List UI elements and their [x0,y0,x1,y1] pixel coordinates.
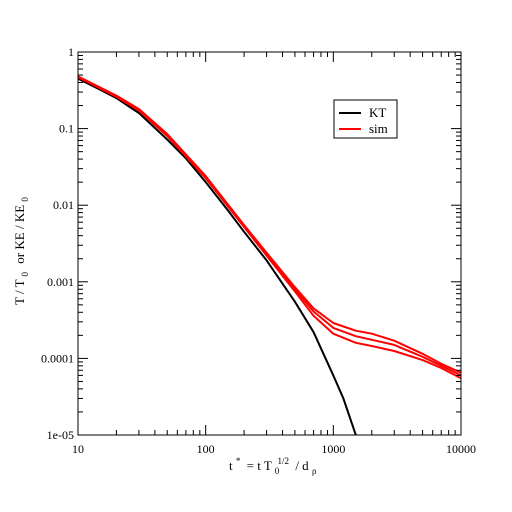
x-axis-label: t * = t T 0 1/2 / d ρ [229,452,317,477]
series-line-kt-0 [77,77,357,436]
legend-label-kt: KT [369,105,386,120]
legend-label-sim: sim [369,121,388,136]
legend: KT sim [333,99,398,139]
y-tick-label: 1 [68,45,74,59]
y-tick-label: 0.001 [47,275,74,289]
series-line-sim-3 [77,76,462,380]
y-label-or: or KE / KE [12,205,27,264]
x-label-star: * [236,456,241,466]
tick-layer: 10 100 1000 10000 1 0.1 0.01 0.001 0.0001 1e-05 [41,45,476,456]
x-tick-label: 10000 [446,442,476,456]
x-label-eq: = t T [247,458,272,473]
x-label-div: / d [295,458,309,473]
y-label-sub0b: 0 [20,197,30,202]
plot-frame [77,51,462,436]
y-tick-label: 1e-05 [47,428,74,442]
y-tick-label: 0.1 [59,122,74,136]
x-tick-label: 10 [72,442,84,456]
x-tick-label: 1000 [321,442,345,456]
y-label-sub0a: 0 [20,271,30,276]
x-label-rho: ρ [312,466,317,476]
x-label-t: t [229,458,233,473]
y-axis-label: T / T 0 or KE / KE 0 [12,197,31,305]
x-tick-label: 100 [197,442,215,456]
y-tick-label: 0.0001 [41,351,74,365]
legend-box [333,99,398,139]
y-label-t: T / T [12,279,27,305]
y-tick-label: 0.01 [53,198,74,212]
x-label-sub0: 0 [275,466,280,476]
series-layer [77,75,462,436]
x-label-half: 1/2 [278,456,290,466]
